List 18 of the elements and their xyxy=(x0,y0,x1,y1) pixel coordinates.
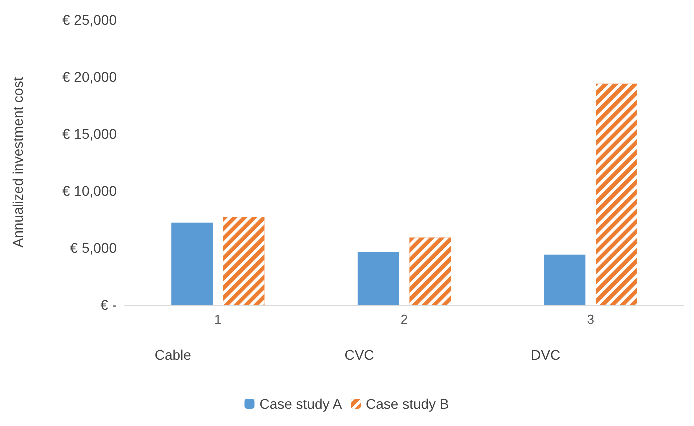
bar xyxy=(172,222,213,305)
bar xyxy=(544,254,586,305)
x-tick-label: 3 xyxy=(587,312,594,327)
legend-label: Case study B xyxy=(366,396,450,412)
bar xyxy=(358,252,400,305)
y-tick-label: € - xyxy=(100,297,118,313)
x-tick-label: 2 xyxy=(400,312,408,327)
y-tick-label: € 15,000 xyxy=(62,126,118,142)
y-tick-label: € 5,000 xyxy=(70,240,118,256)
x-tick-label: 1 xyxy=(214,312,222,327)
legend-label: Case study A xyxy=(260,396,343,412)
y-axis-title: Annualized investment cost xyxy=(10,77,26,248)
y-tick-label: € 20,000 xyxy=(62,69,118,85)
y-tick-label: € 25,000 xyxy=(62,12,118,28)
text: DVC xyxy=(531,347,561,363)
text: Cable xyxy=(154,347,192,363)
y-tick-label: € 10,000 xyxy=(62,183,118,199)
text: CVC xyxy=(344,347,374,363)
